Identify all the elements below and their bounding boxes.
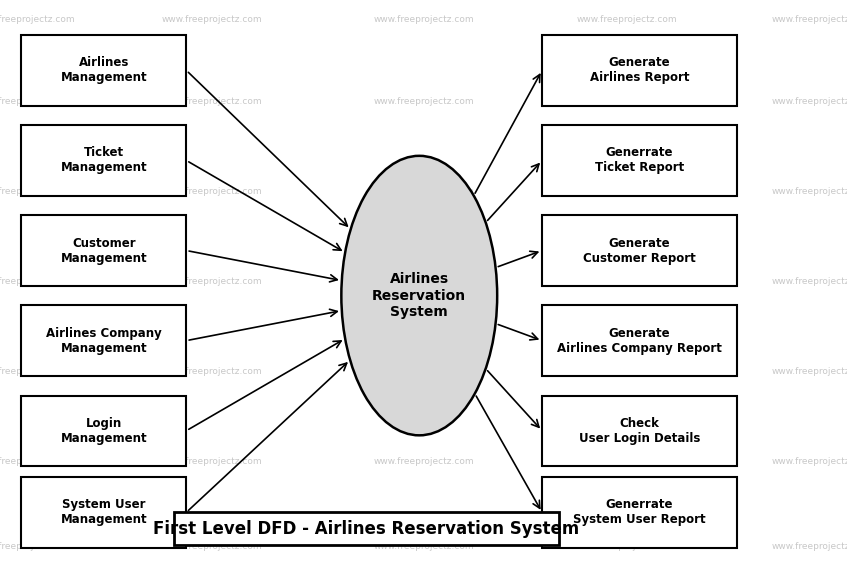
Text: Check
User Login Details: Check User Login Details xyxy=(579,417,700,445)
Text: www.freeprojectz.com: www.freeprojectz.com xyxy=(162,457,262,466)
Text: www.freeprojectz.com: www.freeprojectz.com xyxy=(162,187,262,196)
Text: www.freeprojectz.com: www.freeprojectz.com xyxy=(0,97,75,106)
FancyBboxPatch shape xyxy=(542,215,737,285)
Text: www.freeprojectz.com: www.freeprojectz.com xyxy=(0,15,75,24)
Text: www.freeprojectz.com: www.freeprojectz.com xyxy=(0,367,75,376)
Text: www.freeprojectz.com: www.freeprojectz.com xyxy=(772,367,847,376)
Text: Customer
Management: Customer Management xyxy=(60,236,147,265)
Text: Generate
Airlines Company Report: Generate Airlines Company Report xyxy=(557,327,722,355)
Text: Generrate
Ticket Report: Generrate Ticket Report xyxy=(595,146,684,175)
FancyBboxPatch shape xyxy=(542,35,737,106)
Text: www.freeprojectz.com: www.freeprojectz.com xyxy=(374,187,473,196)
Text: www.freeprojectz.com: www.freeprojectz.com xyxy=(577,367,677,376)
Text: www.freeprojectz.com: www.freeprojectz.com xyxy=(577,97,677,106)
Text: www.freeprojectz.com: www.freeprojectz.com xyxy=(374,367,473,376)
Text: www.freeprojectz.com: www.freeprojectz.com xyxy=(162,542,262,551)
FancyBboxPatch shape xyxy=(21,305,186,376)
Text: www.freeprojectz.com: www.freeprojectz.com xyxy=(577,457,677,466)
Text: www.freeprojectz.com: www.freeprojectz.com xyxy=(374,15,473,24)
FancyBboxPatch shape xyxy=(542,395,737,466)
Text: System User
Management: System User Management xyxy=(60,498,147,526)
Text: www.freeprojectz.com: www.freeprojectz.com xyxy=(162,277,262,286)
FancyBboxPatch shape xyxy=(21,477,186,547)
FancyBboxPatch shape xyxy=(21,126,186,196)
Text: www.freeprojectz.com: www.freeprojectz.com xyxy=(577,542,677,551)
Text: www.freeprojectz.com: www.freeprojectz.com xyxy=(772,187,847,196)
FancyBboxPatch shape xyxy=(542,477,737,547)
FancyBboxPatch shape xyxy=(21,215,186,285)
Text: www.freeprojectz.com: www.freeprojectz.com xyxy=(162,367,262,376)
Text: www.freeprojectz.com: www.freeprojectz.com xyxy=(374,457,473,466)
Text: www.freeprojectz.com: www.freeprojectz.com xyxy=(0,542,75,551)
FancyBboxPatch shape xyxy=(542,126,737,196)
Ellipse shape xyxy=(341,156,497,435)
Text: www.freeprojectz.com: www.freeprojectz.com xyxy=(162,15,262,24)
Text: www.freeprojectz.com: www.freeprojectz.com xyxy=(772,542,847,551)
Text: www.freeprojectz.com: www.freeprojectz.com xyxy=(772,97,847,106)
Text: www.freeprojectz.com: www.freeprojectz.com xyxy=(0,457,75,466)
Text: www.freeprojectz.com: www.freeprojectz.com xyxy=(374,277,473,286)
Text: www.freeprojectz.com: www.freeprojectz.com xyxy=(772,277,847,286)
Text: Airlines
Reservation
System: Airlines Reservation System xyxy=(372,272,467,319)
Text: www.freeprojectz.com: www.freeprojectz.com xyxy=(577,15,677,24)
Text: First Level DFD - Airlines Reservation System: First Level DFD - Airlines Reservation S… xyxy=(153,520,579,538)
Text: www.freeprojectz.com: www.freeprojectz.com xyxy=(772,457,847,466)
Text: www.freeprojectz.com: www.freeprojectz.com xyxy=(0,277,75,286)
FancyBboxPatch shape xyxy=(542,305,737,376)
Text: Airlines Company
Management: Airlines Company Management xyxy=(46,327,162,355)
Text: www.freeprojectz.com: www.freeprojectz.com xyxy=(577,187,677,196)
Text: Generate
Airlines Report: Generate Airlines Report xyxy=(590,56,689,84)
Text: www.freeprojectz.com: www.freeprojectz.com xyxy=(374,97,473,106)
FancyBboxPatch shape xyxy=(174,512,559,545)
Text: www.freeprojectz.com: www.freeprojectz.com xyxy=(772,15,847,24)
Text: www.freeprojectz.com: www.freeprojectz.com xyxy=(162,97,262,106)
Text: Ticket
Management: Ticket Management xyxy=(60,146,147,175)
FancyBboxPatch shape xyxy=(21,395,186,466)
Text: Login
Management: Login Management xyxy=(60,417,147,445)
Text: Generrate
System User Report: Generrate System User Report xyxy=(573,498,706,526)
Text: www.freeprojectz.com: www.freeprojectz.com xyxy=(0,187,75,196)
Text: Generate
Customer Report: Generate Customer Report xyxy=(583,236,696,265)
Text: Airlines
Management: Airlines Management xyxy=(60,56,147,84)
Text: www.freeprojectz.com: www.freeprojectz.com xyxy=(374,542,473,551)
FancyBboxPatch shape xyxy=(21,35,186,106)
Text: www.freeprojectz.com: www.freeprojectz.com xyxy=(577,277,677,286)
